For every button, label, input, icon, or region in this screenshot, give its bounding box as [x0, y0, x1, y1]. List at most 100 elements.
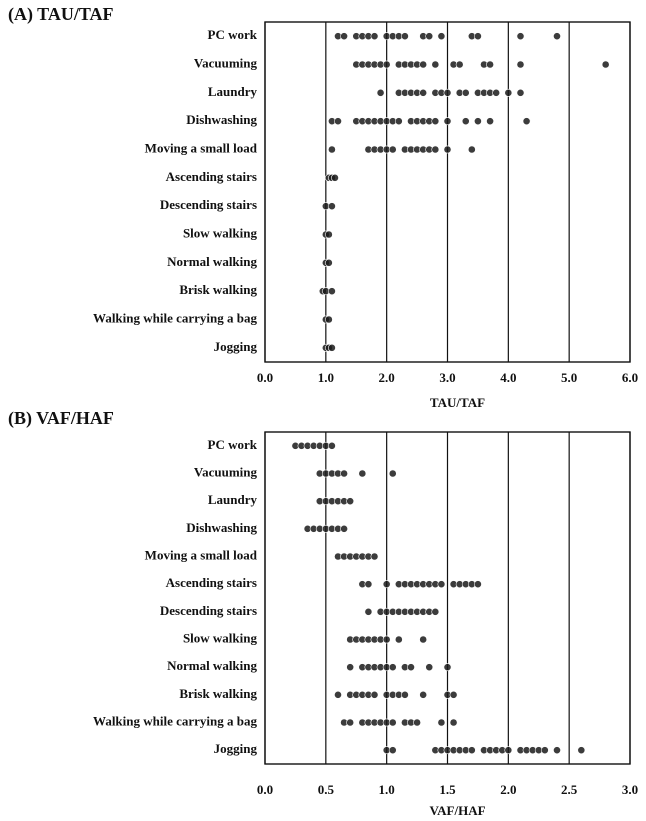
x-tick-label: 0.0 — [257, 782, 273, 797]
dot — [328, 441, 336, 450]
dot — [370, 32, 379, 41]
x-axis-label: VAF/HAF — [429, 803, 485, 818]
dot — [324, 258, 333, 267]
panel-title: (A) TAU/TAF — [8, 4, 114, 25]
x-tick-label: 3.0 — [622, 782, 638, 797]
category-label: Vacuuming — [194, 464, 258, 479]
dot — [443, 145, 452, 154]
dot — [449, 718, 458, 727]
dot — [474, 117, 482, 126]
category-label: Brisk walking — [179, 686, 257, 701]
category-label: Vacuuming — [194, 55, 258, 70]
dot — [358, 469, 367, 478]
dot — [370, 552, 379, 561]
dot — [388, 746, 397, 755]
dot — [486, 60, 494, 69]
category-label: Walking while carrying a bag — [93, 713, 257, 728]
dot — [516, 32, 525, 41]
dot — [540, 746, 549, 755]
dot — [425, 663, 434, 672]
category-label: Moving a small load — [145, 140, 258, 155]
dot — [388, 718, 397, 727]
category-label: PC work — [208, 27, 258, 42]
category-label: Normal walking — [167, 254, 257, 269]
dot — [376, 88, 385, 97]
dot — [340, 524, 348, 533]
dot — [474, 580, 482, 589]
dot — [382, 635, 391, 644]
dot — [437, 718, 446, 727]
dot — [394, 117, 403, 126]
dot — [364, 580, 373, 589]
category-label: PC work — [208, 437, 258, 452]
category-label: Dishwashing — [186, 520, 257, 535]
dot — [492, 88, 501, 97]
dot — [504, 88, 513, 97]
dot — [516, 60, 525, 69]
x-tick-label: 0.5 — [318, 782, 335, 797]
dot — [388, 663, 397, 672]
dot — [328, 287, 336, 296]
category-label: Walking while carrying a bag — [93, 310, 257, 325]
category-label: Slow walking — [183, 225, 258, 240]
dot — [364, 607, 373, 616]
panel-title: (B) VAF/HAF — [8, 408, 114, 429]
dot — [328, 145, 336, 154]
x-tick-label: 0.0 — [257, 370, 273, 385]
category-label: Slow walking — [183, 630, 258, 645]
x-tick-label: 6.0 — [622, 370, 638, 385]
dot — [516, 88, 525, 97]
category-label: Descending stairs — [160, 197, 257, 212]
dot — [413, 718, 421, 727]
category-label: Descending stairs — [160, 603, 257, 618]
dot — [443, 663, 452, 672]
dot — [455, 60, 464, 69]
dot — [431, 117, 440, 126]
dot — [382, 60, 391, 69]
dot — [601, 60, 610, 69]
x-tick-label: 2.0 — [379, 370, 395, 385]
dot — [419, 60, 428, 69]
dot — [419, 635, 428, 644]
x-tick-label: 1.0 — [379, 782, 395, 797]
dot — [553, 32, 561, 41]
dot — [370, 690, 379, 699]
dot — [334, 117, 342, 126]
dot — [388, 469, 397, 478]
dot — [340, 469, 348, 478]
x-tick-label: 5.0 — [561, 370, 577, 385]
dot — [328, 202, 336, 211]
dot — [419, 88, 428, 97]
dot — [425, 32, 434, 41]
dot — [431, 145, 440, 154]
category-label: Laundry — [208, 492, 258, 507]
x-tick-label: 1.5 — [439, 782, 456, 797]
category-label: Laundry — [208, 84, 258, 99]
dot — [401, 32, 409, 41]
dot — [346, 663, 355, 672]
dot — [388, 145, 397, 154]
category-label: Jogging — [214, 339, 258, 354]
dot — [334, 690, 342, 699]
dot — [394, 635, 403, 644]
x-tick-label: 1.0 — [318, 370, 334, 385]
category-label: Dishwashing — [186, 112, 257, 127]
dot — [486, 117, 494, 126]
category-label: Brisk walking — [179, 282, 257, 297]
dot — [324, 230, 333, 239]
dot — [419, 690, 428, 699]
dot — [467, 746, 476, 755]
dot — [443, 88, 452, 97]
category-label: Ascending stairs — [166, 169, 257, 184]
x-tick-label: 2.0 — [500, 782, 516, 797]
category-label: Normal walking — [167, 658, 257, 673]
dot — [346, 497, 355, 506]
x-tick-label: 3.0 — [439, 370, 455, 385]
dot — [443, 117, 452, 126]
x-axis-label: TAU/TAF — [430, 395, 485, 410]
dot — [474, 32, 482, 41]
dot — [328, 343, 336, 352]
dot — [449, 690, 458, 699]
